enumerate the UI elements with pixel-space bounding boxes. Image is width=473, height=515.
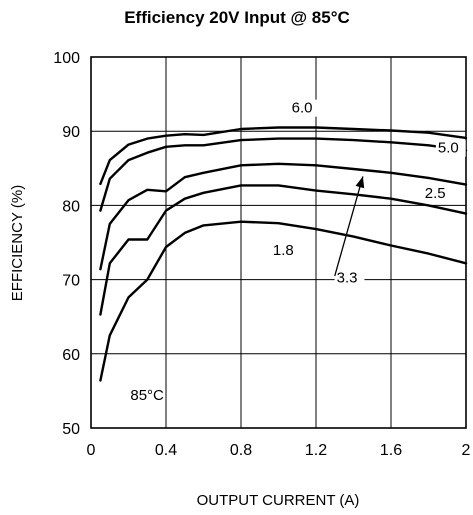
grid [91,57,466,428]
plot-frame [90,56,467,429]
curve-label-5-0: 5.0 [438,140,459,157]
pointer-arrow-head [355,176,365,189]
y-tick-label: 60 [62,347,80,364]
x-tick-label: 0 [87,442,96,459]
curve-label-5-0-backdrop [435,139,466,157]
curve-label-1-8-backdrop [270,242,301,260]
series-line-1-8 [99,220,468,382]
curve-label-3-3-backdrop [334,269,365,287]
curve-label-1-8: 1.8 [273,242,294,259]
x-tick-label: 0.4 [155,442,177,459]
tick-labels: 0 0.4 0.8 1.2 1.6 2 50 60 70 80 90 100 [53,50,470,459]
y-tick-label: 70 [62,273,80,290]
series-line-2-5 [99,184,468,316]
y-tick-label: 80 [62,198,80,215]
curve-label-6-0-backdrop [289,99,320,117]
curve-label-6-0: 6.0 [292,100,313,117]
x-tick-label: 0.8 [230,442,252,459]
curve-label-3-3: 3.3 [337,270,358,287]
curve-annotations: 6.0 5.0 2.5 1.8 3.3 85°C [130,99,466,404]
curve-label-2-5: 2.5 [425,185,446,202]
y-axis-label: EFFICIENCY (%) [9,185,26,301]
x-tick-label: 2 [462,442,471,459]
series-line-6-0 [99,126,468,186]
series-curves [99,126,468,382]
series-line-3-3 [99,162,468,271]
pointer-arrow-line [334,176,364,277]
x-axis-label: OUTPUT CURRENT (A) [197,492,360,509]
chart-title: Efficiency 20V Input @ 85°C [124,8,350,27]
curve-label-2-5-backdrop [422,184,453,202]
y-tick-label: 50 [62,421,80,438]
series-line-5-0 [99,137,468,212]
x-tick-label: 1.2 [305,442,327,459]
temperature-label: 85°C [130,387,164,404]
y-tick-label: 90 [62,124,80,141]
y-tick-label: 100 [53,50,80,67]
x-tick-label: 1.6 [380,442,402,459]
